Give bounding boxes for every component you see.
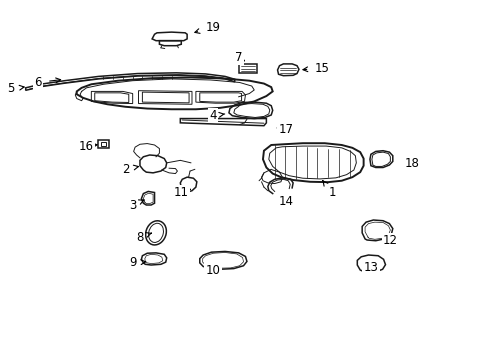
- Text: 13: 13: [363, 261, 378, 274]
- Text: 14: 14: [278, 195, 293, 208]
- Text: 16: 16: [79, 140, 97, 153]
- Text: 18: 18: [404, 157, 419, 170]
- Text: 8: 8: [136, 231, 151, 244]
- Text: 19: 19: [195, 21, 220, 33]
- Text: 15: 15: [303, 62, 329, 75]
- Text: 4: 4: [209, 109, 224, 122]
- Text: 9: 9: [129, 256, 145, 269]
- Text: 12: 12: [382, 234, 397, 247]
- Text: 1: 1: [322, 181, 335, 199]
- Text: 17: 17: [277, 123, 293, 136]
- Text: 11: 11: [173, 186, 190, 199]
- Text: 5: 5: [7, 82, 24, 95]
- Text: 2: 2: [122, 163, 138, 176]
- Text: 6: 6: [34, 76, 61, 89]
- Text: 10: 10: [205, 264, 220, 276]
- Text: 7: 7: [234, 51, 244, 64]
- Text: 3: 3: [129, 198, 144, 212]
